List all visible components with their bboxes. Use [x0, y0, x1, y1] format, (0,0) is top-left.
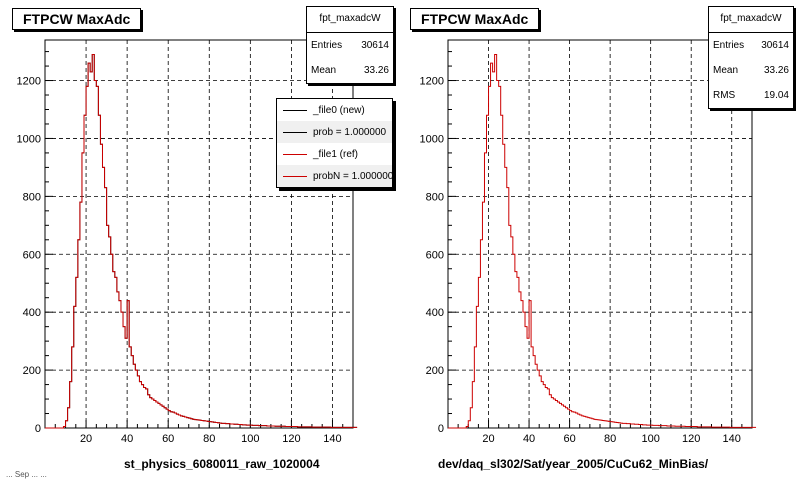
stats-row-entries: Entries 30614 — [713, 40, 789, 51]
y-tick-label: 600 — [426, 249, 444, 261]
y-tick-label: 0 — [35, 423, 41, 435]
histogram-line-ref — [45, 53, 358, 429]
stats-row-mean: Mean 33.26 — [713, 65, 789, 76]
x-tick-label: 20 — [482, 433, 494, 445]
x-axis-title-left: st_physics_6080011_raw_1020004 — [124, 457, 320, 471]
x-tick-label: 100 — [641, 433, 659, 445]
footer-text: ... Sep ... ... — [6, 470, 47, 479]
chart-title-right: FTPCW MaxAdc — [410, 8, 540, 30]
x-tick-label: 40 — [523, 433, 535, 445]
y-tick-label: 200 — [426, 365, 444, 377]
y-tick-label: 1000 — [17, 133, 41, 145]
stats-row-rms: RMS 19.04 — [713, 90, 789, 101]
legend-swatch — [283, 175, 307, 177]
legend-swatch — [283, 153, 307, 155]
stats-name: fpt_maxadcW — [307, 7, 393, 33]
y-tick-label: 200 — [23, 365, 41, 377]
x-tick-label: 60 — [563, 433, 575, 445]
y-tick-label: 800 — [23, 191, 41, 203]
legend-entry: _file0 (new) — [277, 99, 392, 121]
histogram-line-ref — [448, 53, 757, 429]
y-tick-label: 1200 — [420, 76, 444, 88]
legend-entry: _file1 (ref) — [277, 143, 392, 165]
x-tick-label: 40 — [121, 433, 133, 445]
legend-swatch — [283, 131, 307, 133]
y-tick-label: 800 — [426, 191, 444, 203]
x-axis-title-right: dev/daq_sl302/Sat/year_2005/CuCu62_MinBi… — [438, 457, 709, 471]
y-tick-label: 1200 — [17, 76, 41, 88]
x-tick-label: 60 — [162, 433, 174, 445]
x-tick-label: 20 — [80, 433, 92, 445]
chart-title-left: FTPCW MaxAdc — [12, 8, 142, 30]
x-tick-label: 80 — [203, 433, 215, 445]
stats-box-left: fpt_maxadcW Entries 30614 Mean 33.26 — [306, 6, 394, 84]
stats-name: fpt_maxadcW — [709, 7, 793, 33]
legend-swatch — [283, 109, 307, 111]
y-tick-label: 600 — [23, 249, 41, 261]
stats-box-right: fpt_maxadcW Entries 30614 Mean 33.26 RMS 19… — [708, 6, 794, 109]
x-tick-label: 140 — [723, 433, 741, 445]
x-tick-label: 80 — [604, 433, 616, 445]
stats-row-mean: Mean 33.26 — [311, 65, 389, 76]
legend-left: _file0 (new) prob = 1.000000 _file1 (ref… — [276, 98, 393, 188]
plot-frame — [447, 39, 753, 429]
x-tick-label: 140 — [323, 433, 341, 445]
y-tick-label: 400 — [23, 307, 41, 319]
legend-entry: prob = 1.000000 — [277, 121, 392, 143]
y-tick-label: 1000 — [420, 133, 444, 145]
y-tick-label: 0 — [438, 423, 444, 435]
x-tick-label: 120 — [282, 433, 300, 445]
x-tick-label: 100 — [241, 433, 259, 445]
legend-entry: probN = 1.000000 — [277, 165, 392, 187]
x-tick-label: 120 — [682, 433, 700, 445]
y-tick-label: 400 — [426, 307, 444, 319]
stats-row-entries: Entries 30614 — [311, 40, 389, 51]
